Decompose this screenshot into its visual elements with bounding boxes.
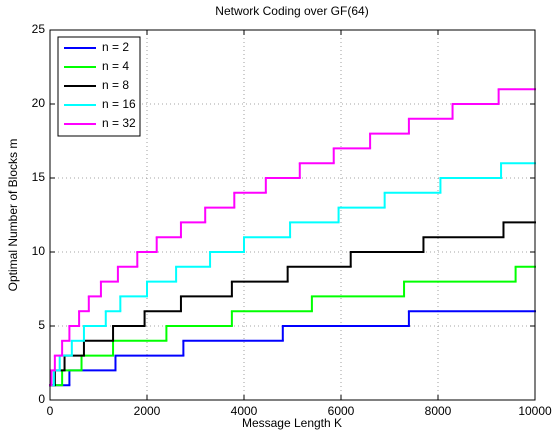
x-tick-label: 10000 xyxy=(518,404,552,418)
legend-label: n = 2 xyxy=(102,40,129,54)
legend-label: n = 32 xyxy=(102,116,136,130)
x-tick-label: 8000 xyxy=(425,404,452,418)
y-tick-label: 0 xyxy=(38,392,45,406)
x-axis-label: Message Length K xyxy=(242,416,342,430)
legend-label: n = 8 xyxy=(102,78,129,92)
x-tick-label: 2000 xyxy=(134,404,161,418)
plot-frame xyxy=(49,29,536,401)
y-tick-label: 25 xyxy=(32,22,46,36)
y-tick-label: 15 xyxy=(32,170,46,184)
x-tick-label: 6000 xyxy=(328,404,355,418)
y-axis-label: Optimal Number of Blocks m xyxy=(6,139,20,292)
legend-label: n = 4 xyxy=(102,59,129,73)
y-tick-label: 10 xyxy=(32,244,46,258)
y-tick-label: 5 xyxy=(38,318,45,332)
legend-label: n = 16 xyxy=(102,97,136,111)
chart-title: Network Coding over GF(64) xyxy=(215,4,368,18)
x-tick-label: 0 xyxy=(47,404,54,418)
x-tick-label: 4000 xyxy=(231,404,258,418)
y-tick-label: 20 xyxy=(32,96,46,110)
